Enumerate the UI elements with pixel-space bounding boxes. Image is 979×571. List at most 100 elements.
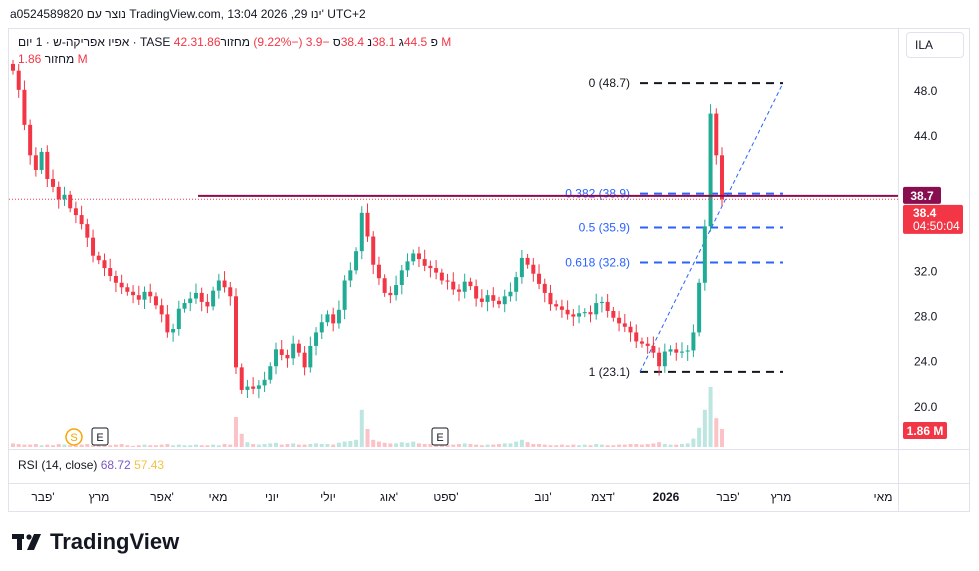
volume-bar [508, 443, 513, 447]
candle [645, 337, 650, 354]
volume-bar [91, 445, 96, 447]
low-label: נ [367, 35, 373, 49]
candle-body [405, 261, 410, 271]
volume-bar [657, 442, 662, 447]
volume-bar [268, 443, 273, 447]
candle [113, 270, 118, 293]
candle [514, 271, 519, 302]
candle [468, 277, 473, 291]
candle-body [537, 273, 542, 284]
candle [559, 299, 564, 318]
candle-body [239, 367, 244, 390]
candle-body [491, 295, 496, 301]
candle [256, 380, 261, 399]
candle-body [371, 236, 376, 265]
candle-body [411, 253, 416, 262]
candle-body [142, 291, 147, 300]
candle [262, 371, 267, 393]
volume-bar [668, 444, 673, 447]
volume-bar [371, 439, 376, 447]
open-value: 42.3 [173, 35, 198, 49]
time-tick-label: פבר' [31, 490, 54, 504]
candle [308, 336, 313, 373]
candle [91, 229, 96, 263]
candle-body [605, 301, 610, 311]
candle-body [359, 212, 364, 252]
candle-body [233, 296, 238, 368]
candle-body [388, 292, 393, 296]
volume-bar [365, 429, 370, 447]
candle-body [639, 341, 644, 344]
candle [388, 286, 393, 304]
candle [565, 300, 570, 320]
candle-body [479, 298, 484, 302]
earnings-marker-label: E [436, 432, 443, 444]
candle [85, 218, 90, 248]
volume-bar [639, 444, 644, 447]
volume-bar [56, 444, 61, 447]
candle-body [416, 253, 421, 260]
candle-body [582, 312, 587, 314]
symbol-name[interactable]: אפיו אפריקה-ש · 1 יום · TASE [18, 35, 171, 49]
volume-bar [554, 445, 559, 447]
candle-body [193, 292, 198, 299]
candle [193, 283, 198, 304]
currency-button[interactable]: ILA [906, 32, 964, 58]
candle [657, 347, 662, 376]
time-tick-label: אוג' [380, 490, 398, 504]
rsi-value: 68.72 [100, 458, 131, 472]
candle [405, 253, 410, 278]
candle-body [719, 155, 725, 200]
candle [233, 288, 238, 375]
volume-bar [456, 444, 461, 447]
volume-bar [497, 444, 502, 447]
time-tick-label: דצמ' [591, 490, 615, 504]
volume-bar [188, 445, 193, 447]
volume-bar [622, 444, 627, 447]
volume-bar [319, 444, 324, 447]
volume-bar [62, 444, 67, 447]
volume-bar [22, 444, 27, 447]
volume-bar [394, 443, 399, 447]
volume-bar [125, 445, 130, 447]
volume-bar [211, 444, 216, 447]
candle [651, 336, 656, 358]
candle-body [159, 305, 164, 315]
change-value: −3.9 (−9.22%) [253, 35, 330, 49]
candle-body [176, 308, 181, 330]
volume-bar [445, 444, 450, 447]
volume-bar [697, 427, 702, 447]
volume-bar [611, 445, 616, 447]
candles [10, 59, 725, 399]
volume-bar [605, 445, 610, 447]
candle-body [354, 251, 359, 271]
volume-bar [33, 444, 38, 447]
chart-frame [8, 28, 970, 512]
volume-bar [171, 445, 176, 447]
volume-bars [10, 387, 725, 447]
volume-bar [354, 439, 359, 447]
volume-bar [405, 442, 410, 447]
volume-bar [531, 444, 536, 447]
time-tick-label: יוני [265, 490, 279, 504]
volume-bar [245, 442, 250, 447]
candle-body [302, 352, 307, 368]
candle [439, 268, 444, 285]
volume-bar [176, 444, 181, 447]
volume-bar [291, 443, 296, 447]
time-tick-label: מאי [209, 490, 228, 504]
candle-body [611, 310, 616, 318]
candle-body [697, 282, 702, 333]
volume-bar [645, 444, 650, 447]
candle-body [28, 124, 33, 156]
candle-body [216, 280, 221, 291]
candle-body [428, 265, 433, 269]
volume-bar [228, 444, 233, 447]
time-tick-label: ספט' [433, 490, 458, 504]
candle [691, 324, 696, 358]
volume-bar [439, 444, 444, 447]
candle [68, 190, 73, 213]
candle-body [342, 280, 347, 310]
candle [279, 339, 284, 361]
